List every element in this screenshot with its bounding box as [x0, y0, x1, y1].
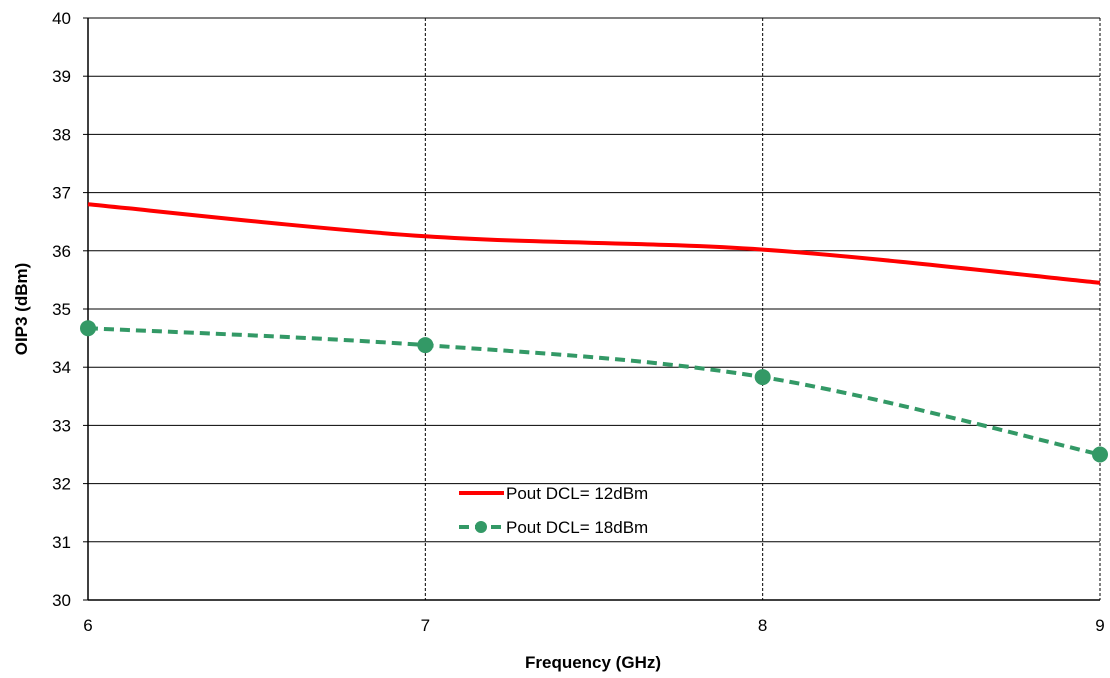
y-tick-label-36: 36: [52, 242, 71, 261]
legend: Pout DCL= 12dBm Pout DCL= 18dBm: [459, 484, 648, 537]
legend-marker-pout-18dbm: [475, 521, 487, 533]
series-line-pout-dcl-18dbm: [87, 326, 1101, 457]
grid: [87, 17, 1101, 601]
y-tick-label-39: 39: [52, 67, 71, 86]
series-line-pout-dcl-12dbm: [87, 202, 1101, 285]
legend-item-pout-12dbm: Pout DCL= 12dBm: [459, 484, 648, 503]
y-tick-label-30: 30: [52, 591, 71, 610]
data-point-pout-dcl-18dbm-6: [80, 320, 96, 337]
series-group: [80, 202, 1108, 463]
y-tick-label-32: 32: [52, 475, 71, 494]
axes: [83, 17, 1100, 601]
legend-item-pout-18dbm: Pout DCL= 18dBm: [459, 518, 648, 537]
y-tick-label-37: 37: [52, 184, 71, 203]
y-tick-label-40: 40: [52, 9, 71, 28]
x-tick-label-7: 7: [421, 616, 430, 635]
y-axis-title: OIP3 (dBm): [12, 263, 31, 356]
y-tick-label-33: 33: [52, 416, 71, 435]
y-tick-label-34: 34: [52, 358, 71, 377]
data-point-pout-dcl-18dbm-8: [754, 369, 771, 386]
legend-label-pout-18dbm: Pout DCL= 18dBm: [506, 518, 648, 537]
x-axis-title: Frequency (GHz): [525, 653, 661, 672]
y-tick-label-35: 35: [52, 300, 71, 319]
x-tick-label-9: 9: [1095, 616, 1104, 635]
data-point-pout-dcl-18dbm-7: [417, 337, 434, 354]
y-tick-label-31: 31: [52, 533, 71, 552]
x-tick-label-6: 6: [83, 616, 92, 635]
y-tick-label-38: 38: [52, 125, 71, 144]
x-tick-label-8: 8: [758, 616, 767, 635]
legend-label-pout-12dbm: Pout DCL= 12dBm: [506, 484, 648, 503]
tick-labels: 30 31 32 33 34 35 36 37 38 39 40 6 7 8 9: [52, 9, 1105, 635]
data-point-pout-dcl-18dbm-9: [1092, 446, 1108, 463]
